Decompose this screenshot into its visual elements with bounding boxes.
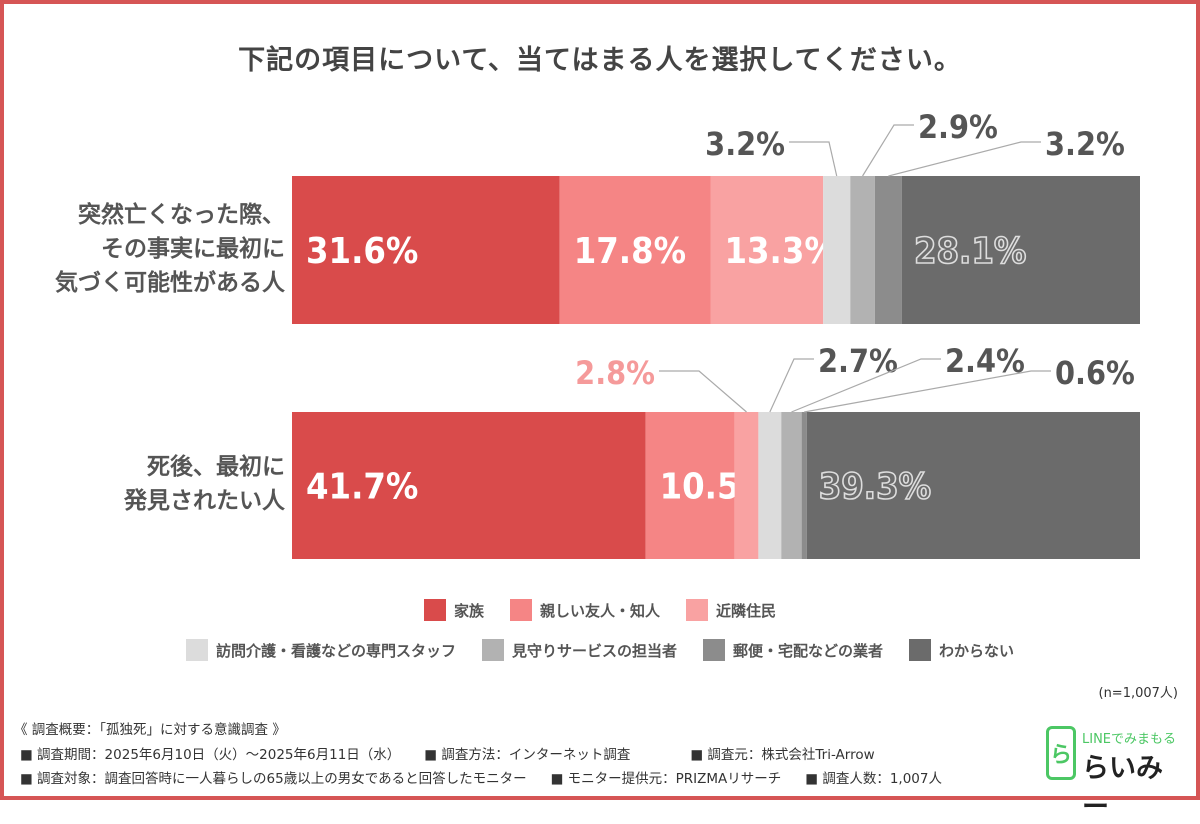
logo-tagline: LINEでみまもる	[1082, 732, 1177, 747]
data-label: 41.7%	[306, 467, 418, 508]
legend-item: 家族	[423, 599, 484, 621]
bar-segment	[292, 176, 560, 324]
chart-title: 下記の項目について、当てはまる人を選択してください。	[238, 45, 962, 76]
data-label: 39.3%	[819, 467, 931, 508]
footer-item: ■ 調査元：株式会社Tri-Arrow	[690, 747, 875, 763]
legend-item: わからない	[909, 639, 1014, 661]
category-label-line: その事実に最初に	[101, 236, 285, 262]
footer-line-1: ■ 調査期間：2025年6月10日（火）～2025年6月11日（水） ■ 調査方法…	[20, 743, 899, 763]
legend-label: 郵便・宅配などの業者	[733, 641, 884, 660]
bar-segment	[806, 412, 1140, 559]
category-label-1: 突然亡くなった際、 その事実に最初に 気づく可能性がある人	[55, 198, 285, 300]
callout-line	[862, 124, 914, 177]
bar-segment	[559, 176, 711, 324]
bar-segment	[801, 412, 807, 559]
data-label: 2.8%	[575, 354, 655, 392]
legend-swatch	[423, 599, 446, 621]
footer-item: ■ 調査人数：1,007人	[805, 771, 942, 787]
logo-mark: ら	[1049, 743, 1072, 768]
footer-item: ■ モニター提供元：PRIZMAリサーチ	[550, 771, 782, 787]
data-label: 2.9%	[918, 108, 998, 146]
legend-row-2: 訪問介護・看護などの専門スタッフ 見守りサービスの担当者 郵便・宅配などの業者 …	[0, 639, 1200, 661]
bar-segment	[823, 176, 851, 324]
bar-segment	[874, 176, 902, 324]
bar-segment	[645, 412, 735, 559]
data-label: 3.2%	[705, 125, 785, 163]
legend-item: 訪問介護・看護などの専門スタッフ	[185, 639, 456, 661]
legend-item: 見守りサービスの担当者	[481, 639, 677, 661]
bar-segment	[292, 412, 646, 559]
data-label: 13.3%	[724, 231, 836, 272]
bar-segment	[734, 412, 759, 559]
callout-line	[769, 358, 814, 413]
category-label-line: 死後、最初に	[147, 454, 285, 480]
data-label: 31.6%	[306, 231, 418, 272]
legend-label: 見守りサービスの担当者	[511, 641, 677, 660]
data-label: 2.7%	[818, 342, 898, 380]
legend-label: 訪問介護・看護などの専門スタッフ	[215, 641, 456, 660]
category-label-line: 突然亡くなった際、	[78, 202, 285, 228]
footer-line-2: ■ 調査対象：調査回答時に一人暮らしの65歳以上の男女であると回答したモニター ■…	[20, 767, 966, 787]
footer-item: ■ 調査対象：調査回答時に一人暮らしの65歳以上の男女であると回答したモニター	[20, 771, 527, 787]
legend-label: わからない	[939, 641, 1015, 660]
footer-item: ■ 調査期間：2025年6月10日（火）～2025年6月11日（水）	[20, 747, 401, 763]
data-label: 3.2%	[1045, 125, 1125, 163]
bar-segment	[710, 176, 824, 324]
legend-swatch	[481, 639, 504, 661]
footer-heading: 《 調査概要：「孤独死」に対する意識調査 》	[14, 722, 286, 738]
legend-label: 親しい友人・知人	[539, 601, 660, 620]
legend-label: 近隣住民	[716, 601, 777, 620]
bar-segment	[781, 412, 802, 559]
legend-swatch	[185, 639, 208, 661]
bar-segment	[758, 412, 782, 559]
logo-name: らいみー	[1082, 753, 1163, 823]
phone-icon: ら	[1046, 726, 1076, 780]
callout-line	[804, 370, 1051, 413]
data-label: 2.4%	[945, 342, 1025, 380]
category-label-line: 気づく可能性がある人	[55, 270, 285, 296]
callout-line	[659, 370, 747, 413]
data-label: 17.8%	[574, 231, 686, 272]
bar-segment	[901, 176, 1140, 324]
data-label: 28.1%	[914, 231, 1026, 272]
legend-swatch	[686, 599, 708, 621]
category-label-2: 死後、最初に 発見されたい人	[124, 450, 285, 518]
bar-segment	[850, 176, 875, 324]
legend-item: 親しい友人・知人	[509, 599, 660, 621]
legend-label: 家族	[453, 601, 484, 620]
legend-row-1: 家族 親しい友人・知人 近隣住民	[0, 599, 1200, 621]
legend-swatch	[509, 599, 532, 621]
legend-swatch	[703, 639, 725, 661]
sample-size-note: (n=1,007人)	[1098, 686, 1179, 701]
data-label: 0.6%	[1055, 354, 1135, 392]
category-label-line: 発見されたい人	[124, 488, 285, 514]
callout-line	[789, 141, 838, 177]
legend-item: 近隣住民	[686, 599, 776, 621]
legend-item: 郵便・宅配などの業者	[703, 639, 883, 661]
raimi-logo: ら LINEでみまもる らいみー	[1040, 722, 1180, 823]
stacked-bar-chart: 31.6% 17.8% 13.3%3.2% 2.9% 3.2%28.1%41.7% 10.…	[292, 108, 1140, 559]
legend-swatch	[909, 639, 932, 661]
callout-line	[888, 141, 1041, 177]
callout-line	[791, 358, 941, 413]
footer-item: ■ 調査方法：インターネット調査	[424, 747, 631, 763]
